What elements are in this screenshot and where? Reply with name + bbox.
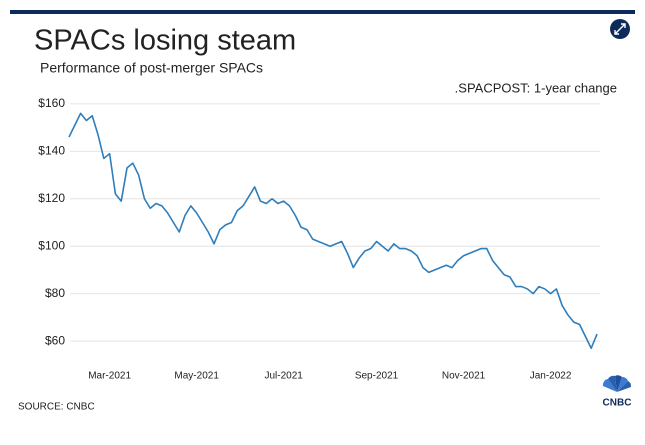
y-tick-label: $160	[38, 96, 65, 110]
y-tick-label: $60	[45, 333, 65, 347]
y-tick-label: $120	[38, 191, 65, 205]
annotation: .SPACPOST: 1-year change	[455, 80, 617, 95]
chart-subtitle: Performance of post-merger SPACs	[40, 60, 263, 76]
expand-button[interactable]	[610, 19, 630, 39]
chart-title: SPACs losing steam	[34, 25, 296, 57]
x-tick-label: Jan-2022	[530, 371, 572, 382]
y-tick-label: $100	[38, 238, 65, 252]
source: SOURCE: CNBC	[18, 402, 95, 413]
x-tick-label: Mar-2021	[88, 371, 131, 382]
logo-text: CNBC	[603, 398, 632, 409]
y-tick-label: $140	[38, 143, 65, 157]
logo: CNBC	[603, 375, 632, 409]
top-bar	[10, 10, 635, 14]
data-line	[68, 112, 598, 350]
x-tick-label: May-2021	[174, 371, 219, 382]
x-tick-label: Sep-2021	[355, 371, 399, 382]
y-tick-label: $80	[45, 286, 65, 300]
x-tick-label: Jul-2021	[265, 371, 304, 382]
x-tick-label: Nov-2021	[442, 371, 486, 382]
